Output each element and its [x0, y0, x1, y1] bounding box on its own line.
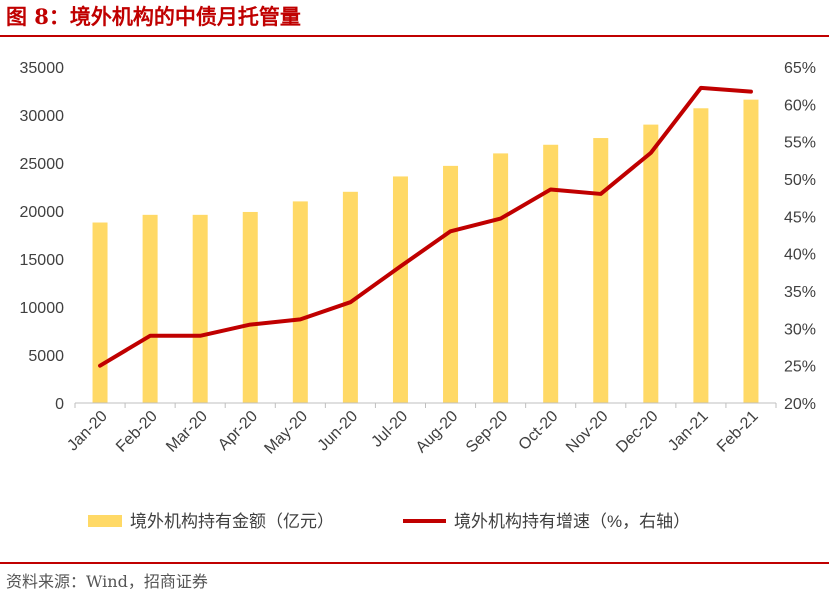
- bar-jul-20: [392, 176, 408, 403]
- x-tick-label: Jan-20: [64, 408, 111, 455]
- legend-label-growth: 境外机构持有增速（%，右轴）: [454, 512, 690, 531]
- y-right-tick-label: 35%: [784, 284, 816, 301]
- bar-mar-20: [192, 214, 208, 403]
- legend-label-amount: 境外机构持有金额（亿元）: [130, 512, 334, 531]
- y-right-tick-label: 30%: [784, 321, 816, 338]
- bar-nov-20: [593, 138, 609, 403]
- y-right-tick-label: 65%: [784, 60, 816, 77]
- y-left-tick-label: 35000: [20, 60, 65, 77]
- bar-jan-20: [92, 222, 108, 403]
- x-tick-label: Aug-20: [413, 408, 462, 457]
- chart-title: 图 8：境外机构的中债月托管量: [6, 4, 301, 29]
- top-divider: [0, 35, 829, 37]
- legend-swatch-bar: [88, 515, 122, 527]
- source-note: 资料来源：Wind，招商证券: [6, 572, 208, 591]
- y-right-tick-label: 50%: [784, 172, 816, 189]
- y-left-tick-label: 5000: [28, 348, 64, 365]
- bar-dec-20: [643, 124, 659, 403]
- bar-may-20: [292, 201, 308, 403]
- x-tick-label: Oct-20: [516, 408, 562, 454]
- x-tick-label: Nov-20: [563, 408, 612, 457]
- x-tick-label: Mar-20: [163, 408, 211, 456]
- bar-feb-21: [743, 99, 759, 403]
- x-tick-label: Jun-20: [315, 408, 362, 455]
- y-right-tick-label: 40%: [784, 247, 816, 264]
- y-right-tick-label: 45%: [784, 209, 816, 226]
- x-tick-label: Feb-20: [113, 408, 161, 456]
- y-right-tick-label: 20%: [784, 396, 816, 413]
- bar-sep-20: [493, 153, 509, 403]
- x-tick-label: Sep-20: [463, 408, 512, 457]
- y-right-tick-label: 25%: [784, 359, 816, 376]
- growth-line: [98, 85, 753, 368]
- bar-jun-20: [342, 191, 358, 403]
- y-left-tick-label: 20000: [20, 204, 65, 221]
- bar-jan-21: [693, 108, 709, 403]
- x-tick-label: May-20: [261, 408, 311, 458]
- x-tick-label: Jul-20: [368, 408, 411, 451]
- x-tick-label: Feb-21: [714, 408, 762, 456]
- bottom-divider: [0, 562, 829, 564]
- bar-oct-20: [543, 144, 559, 403]
- y-left-tick-label: 10000: [20, 300, 65, 317]
- y-left-tick-label: 25000: [20, 156, 65, 173]
- y-left-tick-label: 30000: [20, 108, 65, 125]
- y-right-tick-label: 60%: [784, 97, 816, 114]
- x-tick-label: Apr-20: [215, 408, 261, 454]
- y-left-tick-label: 15000: [20, 252, 65, 269]
- bar-aug-20: [443, 165, 459, 403]
- chart: 0 5000 10000 15000 20000 25000 30000 35000 20% 2…: [20, 60, 817, 531]
- bar-apr-20: [242, 211, 258, 403]
- x-tick-label: Jan-21: [665, 408, 712, 455]
- x-tick-label: Dec-20: [613, 408, 662, 457]
- y-left-tick-label: 0: [55, 396, 64, 413]
- bar-feb-20: [142, 214, 158, 403]
- y-right-tick-label: 55%: [784, 135, 816, 152]
